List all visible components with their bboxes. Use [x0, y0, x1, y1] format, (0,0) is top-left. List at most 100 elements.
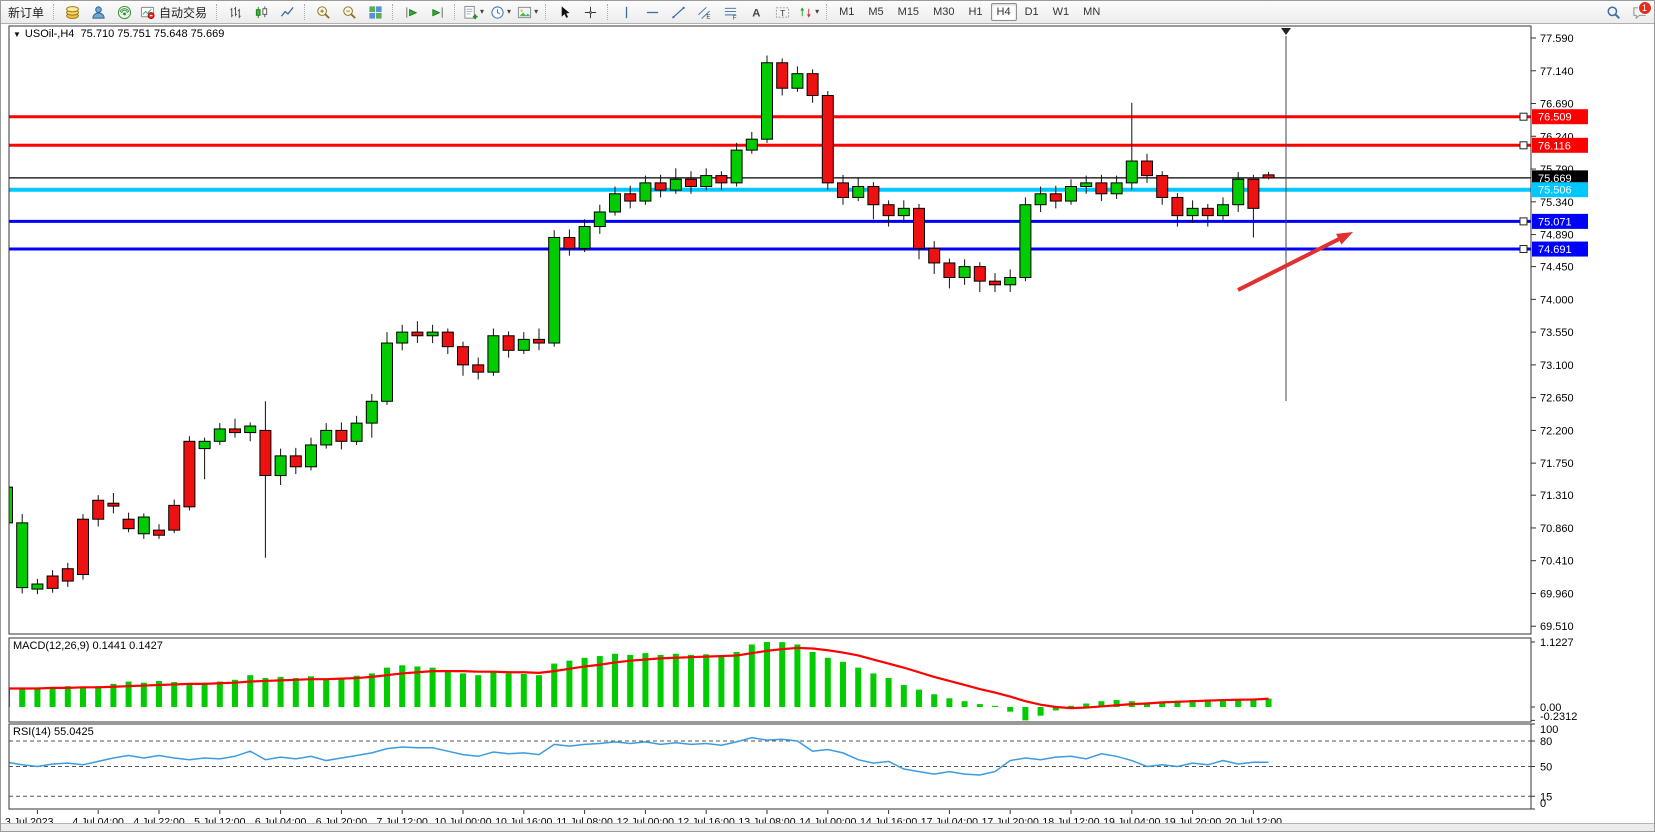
- chart-candles-button[interactable]: [248, 1, 274, 23]
- svg-text:73.100: 73.100: [1540, 360, 1574, 372]
- toolbar-separator: [607, 4, 609, 20]
- equidistant-channel-button[interactable]: E: [691, 1, 717, 23]
- tile-windows-button[interactable]: [362, 1, 388, 23]
- svg-text:74.000: 74.000: [1540, 294, 1574, 306]
- clock-icon: [490, 5, 505, 20]
- timeframe-button-h1[interactable]: H1: [968, 6, 983, 18]
- toolbar-separator: [545, 4, 547, 20]
- panel-border: [8, 25, 1532, 635]
- chart-line-button[interactable]: [274, 1, 300, 23]
- price-tag: 76.509: [1532, 109, 1588, 125]
- zoomout-icon: [342, 5, 357, 20]
- price-tag: 75.669: [1532, 170, 1588, 186]
- new-order-button[interactable]: 新订单: [3, 1, 49, 23]
- svg-text:74.450: 74.450: [1540, 262, 1574, 274]
- horizontal-level-line[interactable]: [9, 217, 1531, 226]
- toolbar-separator: [826, 4, 828, 20]
- chart-shift-button[interactable]: [424, 1, 450, 23]
- timeframe-button-m1[interactable]: M1: [839, 6, 855, 18]
- chevron-down-icon[interactable]: ▾: [507, 7, 512, 16]
- autotrading-icon: [140, 5, 155, 20]
- templates-button[interactable]: ▾: [514, 1, 541, 23]
- panel-border: [8, 723, 1532, 810]
- linechart-icon: [280, 5, 295, 20]
- panel-border: [8, 637, 1532, 723]
- auto-trading-label: 自动交易: [159, 5, 208, 20]
- zoom-out-button[interactable]: [336, 1, 362, 23]
- chevron-down-icon[interactable]: ▾: [534, 7, 539, 16]
- textA-icon: A: [749, 5, 764, 20]
- timeframe-button-mn[interactable]: MN: [1083, 6, 1101, 18]
- chevron-down-icon[interactable]: ▾: [815, 7, 820, 16]
- indicators-icon: [463, 5, 478, 20]
- svg-text:A: A: [752, 7, 760, 19]
- macd-signal-line: [9, 646, 1269, 710]
- signal-icon: [117, 5, 132, 20]
- timeframe-button-m15[interactable]: M15: [897, 6, 920, 18]
- toolbar-separator: [53, 4, 55, 20]
- svg-text:77.590: 77.590: [1540, 33, 1574, 45]
- rsi-line: [9, 736, 1269, 776]
- arrows-button[interactable]: ▾: [795, 1, 822, 23]
- chart-shift-marker[interactable]: [1281, 28, 1291, 401]
- cursor-button[interactable]: [551, 1, 577, 23]
- auto-scroll-button[interactable]: [398, 1, 424, 23]
- svg-text:72.200: 72.200: [1540, 425, 1574, 437]
- price-tag: 74.691: [1532, 241, 1588, 257]
- timeframe-button-m30[interactable]: M30: [933, 6, 955, 18]
- crosshair-icon: [583, 5, 598, 20]
- horizontal-line-button[interactable]: [639, 1, 665, 23]
- indicators-button[interactable]: ▾: [460, 1, 487, 23]
- search-button[interactable]: [1600, 1, 1626, 23]
- horizontal-level-line[interactable]: [9, 141, 1531, 150]
- svg-text:69.510: 69.510: [1540, 621, 1574, 633]
- profile-button[interactable]: [85, 1, 111, 23]
- trend-arrow-annotation[interactable]: [1237, 232, 1353, 292]
- trendline-button[interactable]: [665, 1, 691, 23]
- svg-text:75.669: 75.669: [1538, 173, 1572, 185]
- periods-button[interactable]: ▾: [487, 1, 514, 23]
- vertical-line-button[interactable]: [613, 1, 639, 23]
- svg-text:15: 15: [1540, 791, 1552, 803]
- chat-button[interactable]: 1: [1626, 1, 1652, 23]
- macd-indicator-label: MACD(12,26,9) 0.1441 0.1427: [13, 640, 163, 652]
- auto-trading-button[interactable]: 自动交易: [137, 1, 212, 23]
- price-axis[interactable]: 77.59077.14076.69076.24075.79075.34074.8…: [1531, 33, 1588, 633]
- channel-icon: E: [697, 5, 712, 20]
- text-button[interactable]: A: [743, 1, 769, 23]
- svg-text:0: 0: [1540, 798, 1546, 810]
- labelT-icon: T: [775, 5, 790, 20]
- chart-symbol-period: USOil-,H4: [24, 28, 75, 40]
- coins-icon: [65, 5, 80, 20]
- chevron-down-icon[interactable]: ▾: [480, 7, 485, 16]
- rsi-panel: [9, 736, 1531, 797]
- crosshair-button[interactable]: [577, 1, 603, 23]
- chart-bars-button[interactable]: [222, 1, 248, 23]
- timeframe-button-m5[interactable]: M5: [868, 6, 884, 18]
- zoom-in-button[interactable]: [310, 1, 336, 23]
- svg-text:0.00: 0.00: [1540, 702, 1561, 714]
- timeframe-button-w1[interactable]: W1: [1052, 6, 1070, 18]
- macd-axis[interactable]: 1.1227 0.00-0.2312: [1531, 637, 1577, 723]
- main-chart-area[interactable]: [2, 28, 1532, 595]
- symbol-dropdown-icon[interactable]: ▼: [13, 30, 21, 39]
- fibonacci-button[interactable]: F: [717, 1, 743, 23]
- svg-text:71.310: 71.310: [1540, 490, 1574, 502]
- svg-text:100: 100: [1540, 724, 1558, 736]
- toolbar-separator: [392, 4, 394, 20]
- signal-button[interactable]: [111, 1, 137, 23]
- timeframe-button-d1[interactable]: D1: [1024, 6, 1039, 18]
- text-label-button[interactable]: T: [769, 1, 795, 23]
- template-icon: [517, 5, 532, 20]
- coins-button[interactable]: [59, 1, 85, 23]
- svg-text:77.140: 77.140: [1540, 66, 1574, 78]
- search-icon: [1606, 5, 1621, 20]
- toolbar-separator: [304, 4, 306, 20]
- svg-text:72.650: 72.650: [1540, 393, 1574, 405]
- horizontal-level-line[interactable]: [9, 245, 1531, 254]
- timeframe-button-h4[interactable]: H4: [990, 3, 1017, 21]
- svg-text:80: 80: [1540, 736, 1552, 748]
